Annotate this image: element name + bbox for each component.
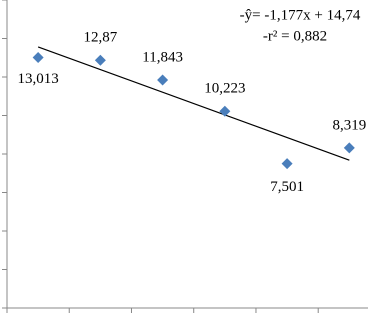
data-label: 13,013 <box>17 71 58 87</box>
point <box>281 158 293 170</box>
data-label: 8,319 <box>332 117 366 133</box>
point <box>32 51 44 63</box>
trendline <box>37 46 350 161</box>
data-label: 7,501 <box>270 179 304 195</box>
point <box>157 74 169 86</box>
r-squared: -r² = 0,882 <box>263 28 327 44</box>
data-label: 12,87 <box>83 30 117 46</box>
equation: -ŷ= -1,177x + 14,74 <box>240 7 361 23</box>
point <box>219 105 231 117</box>
point <box>94 54 106 66</box>
data-label: 10,223 <box>204 81 245 97</box>
data-label: 11,843 <box>142 49 183 65</box>
point <box>343 142 355 154</box>
